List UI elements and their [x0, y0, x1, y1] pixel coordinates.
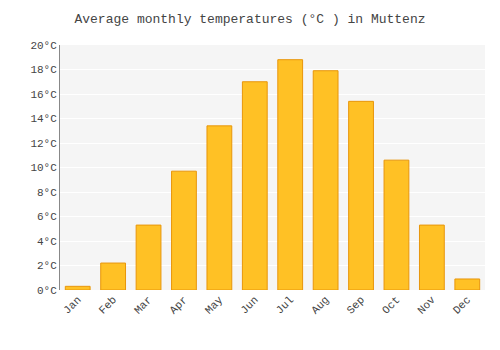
svg-text:12°C: 12°C	[30, 138, 57, 150]
svg-text:14°C: 14°C	[30, 113, 57, 125]
svg-text:Jul: Jul	[274, 294, 296, 316]
svg-text:Feb: Feb	[97, 294, 119, 316]
svg-text:Jun: Jun	[238, 294, 260, 316]
svg-text:Dec: Dec	[451, 294, 473, 316]
svg-text:Sep: Sep	[345, 294, 367, 316]
svg-text:Oct: Oct	[380, 294, 402, 316]
svg-text:May: May	[203, 294, 226, 317]
svg-text:Mar: Mar	[132, 294, 154, 316]
svg-text:Apr: Apr	[167, 294, 189, 316]
svg-text:20°C: 20°C	[30, 40, 57, 52]
svg-text:Average monthly temperatures (: Average monthly temperatures (°C ) in Mu…	[74, 12, 425, 27]
svg-text:4°C: 4°C	[37, 236, 57, 248]
svg-text:Jan: Jan	[61, 294, 83, 316]
svg-text:0°C: 0°C	[37, 285, 57, 297]
svg-text:8°C: 8°C	[37, 187, 57, 199]
svg-text:16°C: 16°C	[30, 89, 57, 101]
svg-text:Aug: Aug	[309, 294, 331, 316]
svg-text:18°C: 18°C	[30, 64, 57, 76]
svg-text:2°C: 2°C	[37, 260, 57, 272]
svg-text:10°C: 10°C	[30, 162, 57, 174]
svg-text:6°C: 6°C	[37, 211, 57, 223]
svg-text:Nov: Nov	[415, 294, 438, 317]
